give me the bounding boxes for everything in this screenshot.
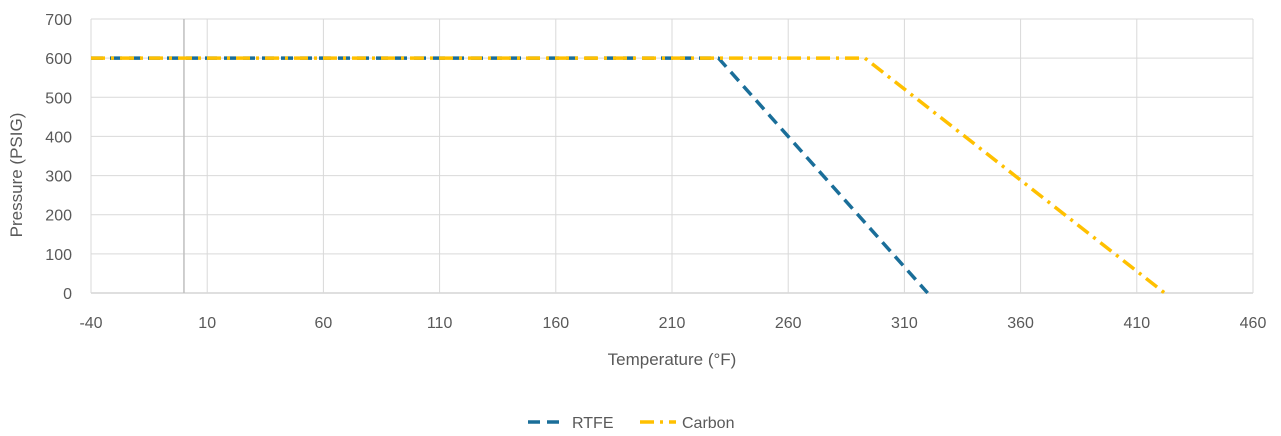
y-tick-label: 200 [45, 208, 72, 225]
y-tick-label: 400 [45, 129, 72, 146]
y-tick-label: 0 [63, 286, 72, 303]
x-tick-label: 10 [198, 315, 216, 332]
legend-label-rtfe: RTFE [572, 415, 613, 432]
y-axis-title: Pressure (PSIG) [7, 113, 26, 238]
x-tick-label: 410 [1123, 315, 1150, 332]
x-tick-label: 60 [315, 315, 333, 332]
x-tick-label: 460 [1240, 315, 1267, 332]
x-tick-label: 260 [775, 315, 802, 332]
y-tick-label: 100 [45, 247, 72, 264]
y-tick-label: 700 [45, 12, 72, 29]
series-layer [91, 56, 1166, 295]
legend: RTFE Carbon [528, 415, 734, 432]
grid [90, 18, 1254, 294]
x-axis-title: Temperature (°F) [608, 350, 737, 369]
x-tick-label: 360 [1007, 315, 1034, 332]
legend-label-carbon: Carbon [682, 415, 734, 432]
x-axis-tick-labels: -40 10 60 110 160 210 260 310 360 410 460 [79, 315, 1266, 332]
x-tick-label: -40 [79, 315, 102, 332]
y-tick-label: 500 [45, 90, 72, 107]
x-tick-label: 160 [542, 315, 569, 332]
y-tick-label: 600 [45, 51, 72, 68]
x-tick-label: 310 [891, 315, 918, 332]
x-tick-label: 210 [659, 315, 686, 332]
series-line-carbon [91, 56, 1166, 295]
y-tick-label: 300 [45, 169, 72, 186]
x-tick-label: 110 [427, 315, 453, 332]
y-axis-tick-labels: 0 100 200 300 400 500 600 700 [45, 12, 72, 303]
